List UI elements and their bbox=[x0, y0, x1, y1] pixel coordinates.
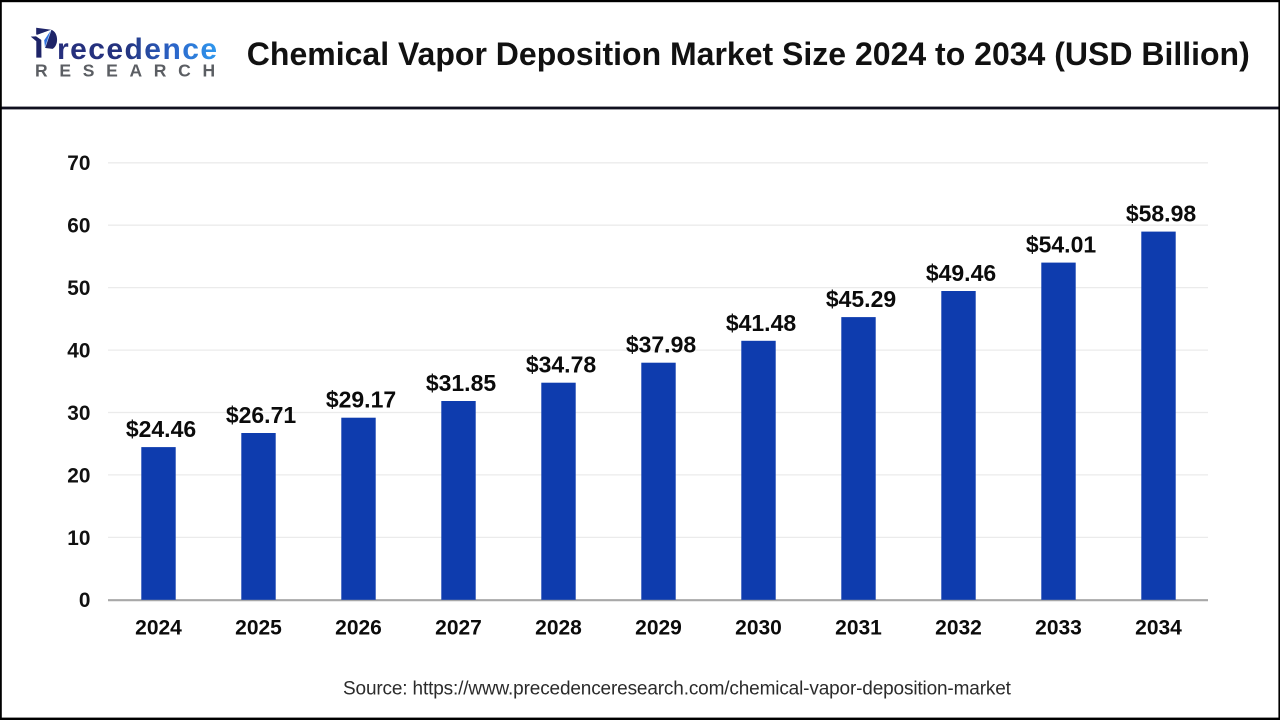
svg-text:50: 50 bbox=[67, 277, 90, 300]
svg-text:$58.98: $58.98 bbox=[1126, 201, 1197, 227]
svg-text:10: 10 bbox=[67, 527, 90, 550]
svg-text:$24.46: $24.46 bbox=[126, 416, 196, 442]
svg-text:$41.48: $41.48 bbox=[726, 310, 797, 336]
svg-text:2028: 2028 bbox=[535, 616, 582, 639]
svg-text:2026: 2026 bbox=[335, 616, 382, 639]
svg-text:2034: 2034 bbox=[1135, 616, 1182, 639]
svg-text:2032: 2032 bbox=[935, 616, 982, 639]
svg-text:$45.29: $45.29 bbox=[826, 286, 896, 312]
svg-text:2031: 2031 bbox=[835, 616, 882, 639]
svg-text:$31.85: $31.85 bbox=[426, 370, 497, 396]
svg-text:RESEARCH: RESEARCH bbox=[35, 61, 227, 81]
svg-text:70: 70 bbox=[67, 152, 90, 175]
svg-text:2024: 2024 bbox=[135, 616, 182, 639]
svg-text:$29.17: $29.17 bbox=[326, 387, 396, 413]
svg-text:$54.01: $54.01 bbox=[1026, 232, 1097, 258]
svg-text:40: 40 bbox=[67, 340, 90, 363]
svg-text:$34.78: $34.78 bbox=[526, 352, 597, 378]
svg-text:2030: 2030 bbox=[735, 616, 782, 639]
svg-text:Source: https://www.precedence: Source: https://www.precedenceresearch.c… bbox=[343, 679, 1012, 700]
svg-text:$26.71: $26.71 bbox=[226, 402, 297, 428]
svg-text:$37.98: $37.98 bbox=[626, 332, 697, 358]
svg-text:recedence: recedence bbox=[57, 33, 218, 66]
svg-text:60: 60 bbox=[67, 215, 90, 238]
svg-text:20: 20 bbox=[67, 464, 90, 487]
svg-text:Chemical Vapor Deposition Mark: Chemical Vapor Deposition Market Size 20… bbox=[247, 36, 1250, 72]
svg-text:30: 30 bbox=[67, 402, 90, 425]
svg-text:2025: 2025 bbox=[235, 616, 282, 639]
svg-text:$49.46: $49.46 bbox=[926, 260, 996, 286]
svg-text:2027: 2027 bbox=[435, 616, 482, 639]
svg-text:2029: 2029 bbox=[635, 616, 682, 639]
svg-text:0: 0 bbox=[79, 589, 91, 612]
svg-text:2033: 2033 bbox=[1035, 616, 1082, 639]
